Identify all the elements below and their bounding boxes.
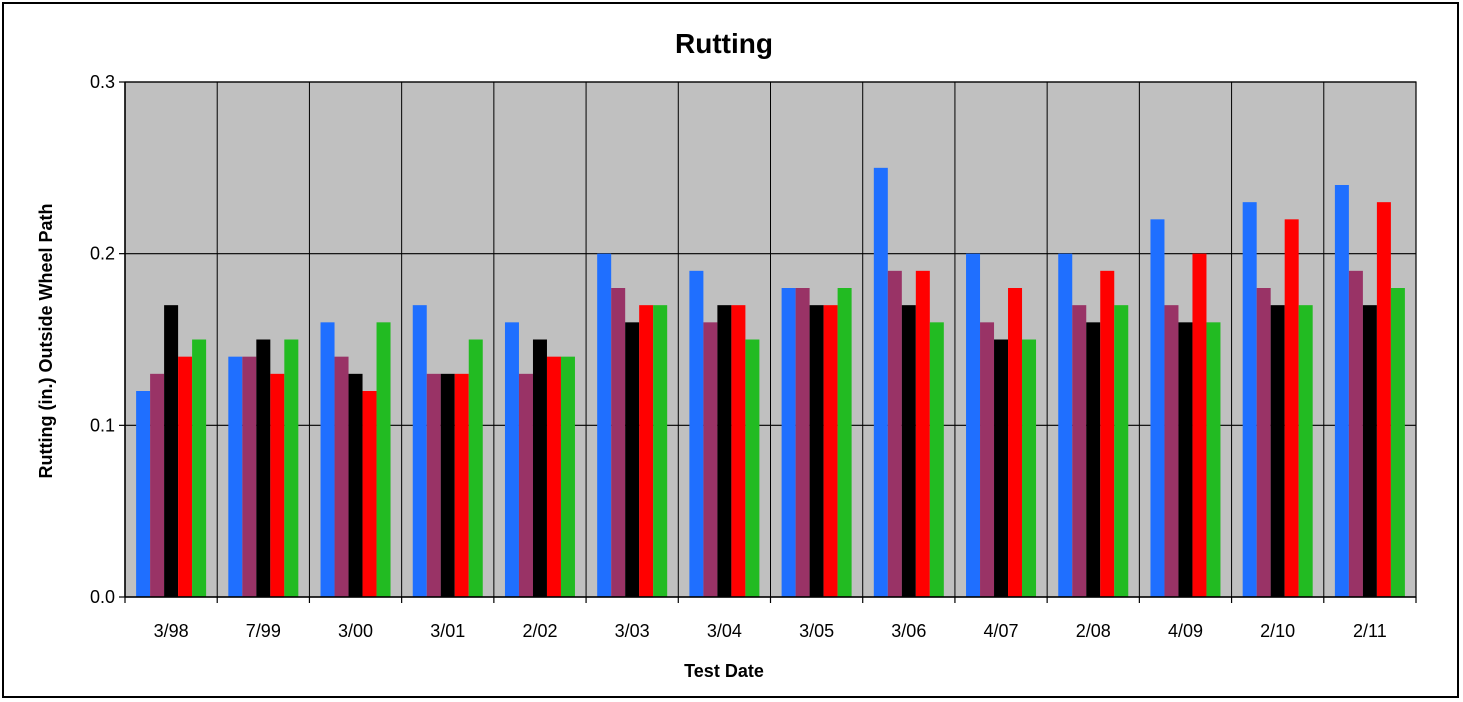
bar: [362, 391, 377, 597]
bar: [703, 322, 718, 597]
bar: [164, 305, 179, 597]
bar: [1242, 202, 1257, 597]
bar: [980, 322, 995, 597]
bar: [440, 373, 455, 597]
bar: [1192, 253, 1207, 597]
chart-title: Rutting: [675, 28, 773, 59]
bar: [1178, 322, 1193, 597]
x-tick-label: 2/08: [1076, 621, 1111, 641]
bar: [426, 373, 441, 597]
bar: [1270, 305, 1285, 597]
bar: [625, 322, 640, 597]
bar: [809, 305, 824, 597]
bar: [348, 373, 363, 597]
x-tick-label: 3/01: [430, 621, 465, 641]
y-tick-label: 0.1: [90, 415, 115, 435]
bar: [560, 356, 575, 597]
x-tick-label: 7/99: [246, 621, 281, 641]
bar: [412, 305, 427, 597]
bar: [532, 339, 547, 597]
bar: [320, 322, 335, 597]
bar: [966, 253, 981, 597]
bar: [1058, 253, 1073, 597]
bar: [795, 288, 810, 597]
x-axis-title: Test Date: [684, 661, 764, 681]
bar: [468, 339, 483, 597]
y-axis-title: Rutting (in.) Outside Wheel Path: [36, 204, 56, 479]
y-tick-label: 0.3: [90, 72, 115, 92]
x-tick-label: 3/05: [799, 621, 834, 641]
bar: [1206, 322, 1221, 597]
bar: [150, 373, 165, 597]
bar: [1022, 339, 1037, 597]
bar: [136, 391, 151, 597]
x-tick-label: 3/00: [338, 621, 373, 641]
bar: [1334, 185, 1349, 597]
bar: [454, 373, 469, 597]
x-tick-label: 3/06: [891, 621, 926, 641]
bar: [731, 305, 746, 597]
bar: [1164, 305, 1179, 597]
bar: [597, 253, 612, 597]
x-tick-label: 3/03: [615, 621, 650, 641]
bar: [994, 339, 1009, 597]
y-tick-label: 0.0: [90, 587, 115, 607]
bar: [887, 270, 902, 597]
bar: [1008, 288, 1023, 597]
bar: [653, 305, 668, 597]
bar: [915, 270, 930, 597]
y-tick-label: 0.2: [90, 244, 115, 264]
bar: [1284, 219, 1299, 598]
bar: [611, 288, 626, 597]
plot-area: 0.0 0.1 0.2 0.3 3/98 7/99 3/00 3/01 2/02 3/03 3/04…: [90, 72, 1417, 641]
bar: [376, 322, 391, 597]
bar: [1298, 305, 1313, 597]
bar: [929, 322, 944, 597]
x-tick-label: 4/07: [984, 621, 1019, 641]
x-tick-label: 2/02: [522, 621, 557, 641]
bar: [1362, 305, 1377, 597]
bar: [639, 305, 654, 597]
bar: [256, 339, 271, 597]
bar: [242, 356, 257, 597]
bar: [823, 305, 838, 597]
bar: [1390, 288, 1405, 597]
x-tick-label: 2/11: [1353, 621, 1387, 641]
x-tick-label: 2/10: [1260, 621, 1295, 641]
bar: [1256, 288, 1271, 597]
bar: [334, 356, 349, 597]
bar: [1114, 305, 1129, 597]
bar: [518, 373, 533, 597]
bar: [781, 288, 796, 597]
bar: [1150, 219, 1165, 598]
bar: [1072, 305, 1087, 597]
bar: [192, 339, 207, 597]
bar: [546, 356, 561, 597]
bar: [284, 339, 299, 597]
bar: [689, 270, 704, 597]
x-tick-label: 4/09: [1168, 621, 1203, 641]
bar: [1086, 322, 1101, 597]
bar: [745, 339, 760, 597]
bar: [1376, 202, 1391, 597]
bar: [873, 167, 888, 598]
bar: [504, 322, 519, 597]
bar: [1100, 270, 1115, 597]
bar: [717, 305, 732, 597]
x-tick-label: 3/98: [154, 621, 189, 641]
bar: [270, 373, 285, 597]
bar: [837, 288, 852, 597]
bar: [901, 305, 916, 597]
bar: [1348, 270, 1363, 597]
bar: [178, 356, 193, 597]
x-tick-label: 3/04: [707, 621, 742, 641]
bar: [228, 356, 243, 597]
